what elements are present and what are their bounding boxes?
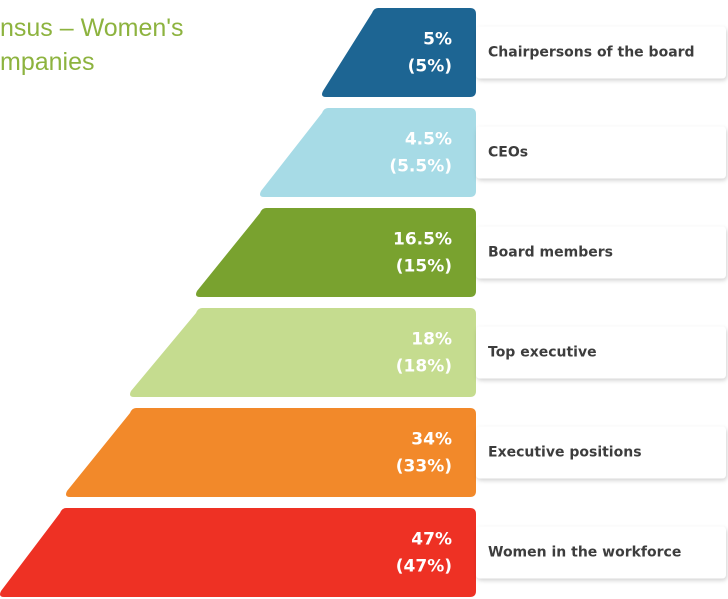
tier-value: 4.5% — [405, 130, 452, 150]
pyramid-tier — [66, 408, 476, 497]
tier-label: Board members — [488, 245, 613, 261]
label-box — [476, 226, 726, 279]
tier-value: 34% — [411, 430, 452, 450]
label-box — [476, 426, 726, 479]
tier-value: 16.5% — [393, 230, 452, 250]
tier-label: Top executive — [488, 345, 597, 361]
tier-label: Women in the workforce — [488, 545, 681, 561]
tier-value: 47% — [411, 530, 452, 550]
tier-previous: (18%) — [396, 357, 452, 377]
tier-label: Chairpersons of the board — [488, 45, 695, 61]
tier-value: 5% — [423, 30, 452, 50]
tier-previous: (33%) — [396, 457, 452, 477]
tier-value: 18% — [411, 330, 452, 350]
label-box — [476, 26, 726, 79]
pyramid-tier — [322, 8, 476, 97]
title-line: nsus – Women's — [0, 14, 184, 42]
tier-label: Executive positions — [488, 445, 642, 461]
tier-previous: (5%) — [408, 57, 452, 77]
tier-label: CEOs — [488, 145, 528, 161]
label-box — [476, 126, 726, 179]
pyramid-tier — [260, 108, 476, 197]
tier-previous: (5.5%) — [389, 157, 452, 177]
label-box — [476, 526, 726, 579]
title-line: mpanies — [0, 48, 95, 76]
pyramid-tier — [0, 508, 476, 597]
label-box — [476, 326, 726, 379]
pyramid-tier — [196, 208, 476, 297]
tier-previous: (15%) — [396, 257, 452, 277]
tier-previous: (47%) — [396, 557, 452, 577]
pyramid-tier — [130, 308, 476, 397]
